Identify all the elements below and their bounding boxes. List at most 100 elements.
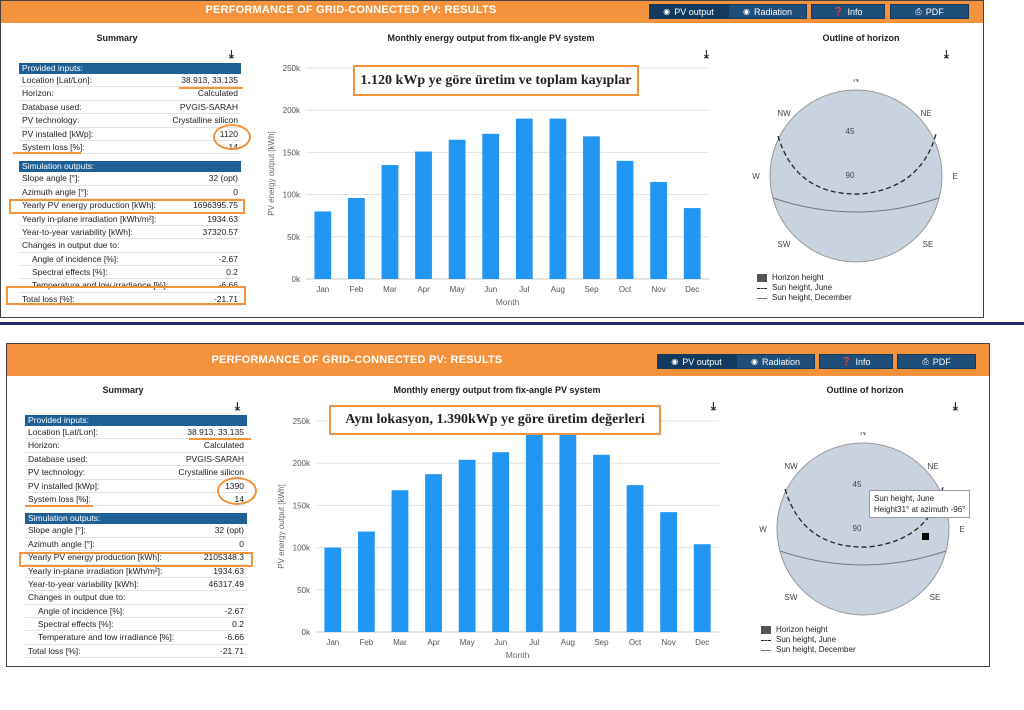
x-tick-label: Jun <box>484 285 497 294</box>
results-title: PERFORMANCE OF GRID-CONNECTED PV: RESULT… <box>205 4 497 16</box>
y-tick-label: 250k <box>283 64 301 73</box>
compass-se: SE <box>930 593 941 602</box>
annotation-box: 1.120 kWp ye göre üretim ve toplam kayıp… <box>353 65 639 96</box>
row-value: -2.67 <box>218 253 238 264</box>
download-icon[interactable]: ⤓ <box>953 401 958 413</box>
x-tick-label: Feb <box>349 285 363 294</box>
bar[interactable] <box>448 139 466 279</box>
row-value: -2.67 <box>224 605 244 616</box>
bar[interactable] <box>683 208 701 279</box>
pv-output-button[interactable]: ◉ PV output <box>657 354 736 369</box>
bar[interactable] <box>693 544 711 632</box>
row-label: PV technology: <box>28 467 86 478</box>
chart-title: Monthly energy output from fix-angle PV … <box>387 33 595 43</box>
bar[interactable] <box>415 151 432 279</box>
pv-output-button[interactable]: ◉ PV output <box>649 4 728 19</box>
results-header: PERFORMANCE OF GRID-CONNECTED PV: RESULT… <box>7 344 989 376</box>
y-axis-label: PV energy output [kWh] <box>267 131 276 216</box>
row-label: Changes in output due to: <box>28 592 126 603</box>
row-label: Location [Lat/Lon]: <box>22 75 92 85</box>
sun-position-marker[interactable] <box>922 533 929 540</box>
bar[interactable] <box>314 211 332 279</box>
bar[interactable] <box>616 160 634 279</box>
y-tick-label: 150k <box>283 148 301 157</box>
row-label: PV installed [kWp]: <box>22 128 94 139</box>
bar[interactable] <box>525 432 543 632</box>
row-label: Azimuth angle [°]: <box>22 186 89 197</box>
row-label: Location [Lat/Lon]: <box>28 427 98 437</box>
bar[interactable] <box>425 474 442 632</box>
summary-row: Temperature and low irradiance [%]: -6.66 <box>19 279 241 293</box>
summary-row: Yearly PV energy production [kWh]: 210534… <box>25 551 247 565</box>
download-icon[interactable]: ⤓ <box>711 401 716 413</box>
row-value: 2105348.3 <box>203 552 244 563</box>
y-tick-label: 50k <box>287 233 301 242</box>
highlight-underline <box>25 505 93 507</box>
download-icon[interactable]: ⤓ <box>235 401 240 413</box>
summary-row: Angle of incidence [%]: -2.67 <box>19 253 241 267</box>
info-button[interactable]: ❓ Info <box>811 4 885 19</box>
horizon-title: Outline of horizon <box>822 33 900 43</box>
row-label: PV technology: <box>22 115 80 126</box>
row-value: 32 (opt) <box>214 525 244 536</box>
horizon-tooltip: Sun height, June Height31° at azimuth -9… <box>869 490 971 518</box>
x-tick-label: May <box>460 638 475 647</box>
download-icon[interactable]: ⤓ <box>229 49 234 61</box>
bar[interactable] <box>347 197 365 279</box>
summary-table: Provided inputs: Location [Lat/Lon]: 38.91… <box>19 63 241 307</box>
row-value: 1934.63 <box>207 213 238 224</box>
x-axis-label: Month <box>496 297 520 307</box>
row-label: Yearly PV energy production [kWh]: <box>28 552 162 563</box>
bar[interactable] <box>381 165 399 279</box>
bar[interactable] <box>357 531 375 632</box>
summary-row: Slope angle [°]: 32 (opt) <box>25 524 247 538</box>
row-label: Year-to-year variability [kWh]: <box>28 578 139 589</box>
bar[interactable] <box>391 490 409 632</box>
summary-title: Summary <box>96 33 138 43</box>
radiation-button[interactable]: ◉ Radiation <box>736 354 815 369</box>
compass-w: W <box>759 525 767 534</box>
bar[interactable] <box>593 454 610 632</box>
bar[interactable] <box>583 136 600 279</box>
legend-swatch <box>761 639 771 641</box>
bar[interactable] <box>559 432 577 632</box>
pdf-button[interactable]: ⎙ PDF <box>890 4 969 19</box>
bar[interactable] <box>650 181 668 279</box>
compass-sw: SW <box>785 593 798 602</box>
download-icon[interactable]: ⤓ <box>704 49 709 61</box>
row-label: Slope angle [°]: <box>22 173 80 184</box>
provided-inputs-header: Provided inputs: <box>19 63 241 74</box>
row-label: Database used: <box>22 101 82 112</box>
eye-icon: ◉ <box>671 356 679 366</box>
eye-icon: ◉ <box>663 6 671 16</box>
summary-row: Year-to-year variability [kWh]: 37320.57 <box>19 226 241 240</box>
bar[interactable] <box>458 459 476 632</box>
bar[interactable] <box>324 547 342 632</box>
results-header: PERFORMANCE OF GRID-CONNECTED PV: RESULT… <box>1 1 983 23</box>
bar[interactable] <box>492 452 510 632</box>
horizon-title: Outline of horizon <box>826 385 904 395</box>
row-value: 32 (opt) <box>208 173 238 184</box>
compass-sw: SW <box>778 240 791 249</box>
elevation-90-label: 90 <box>853 524 862 533</box>
row-label: Total loss [%]: <box>28 645 81 656</box>
row-label: Temperature and low irradiance [%]: <box>38 632 175 643</box>
bar[interactable] <box>515 118 533 279</box>
bar[interactable] <box>549 118 567 279</box>
compass-e: E <box>959 525 964 534</box>
row-label: PV installed [kWp]: <box>28 480 100 491</box>
bar[interactable] <box>626 485 644 632</box>
radiation-button[interactable]: ◉ Radiation <box>728 4 807 19</box>
row-label: Yearly PV energy production [kWh]: <box>22 200 156 211</box>
sky-dome <box>769 89 943 263</box>
bar[interactable] <box>482 133 500 279</box>
info-button[interactable]: ❓ Info <box>819 354 893 369</box>
x-tick-label: Jun <box>494 638 507 647</box>
summary-row: Location [Lat/Lon]: 38.913, 33.135 <box>19 74 241 88</box>
download-icon[interactable]: ⤓ <box>944 49 949 61</box>
bar[interactable] <box>660 512 678 632</box>
highlight-box <box>19 552 253 567</box>
summary-row: Temperature and low irradiance [%]: -6.66 <box>25 631 247 645</box>
pdf-button[interactable]: ⎙ PDF <box>897 354 976 369</box>
horizon-legend: Horizon height Sun height, June Sun heig… <box>761 625 856 655</box>
